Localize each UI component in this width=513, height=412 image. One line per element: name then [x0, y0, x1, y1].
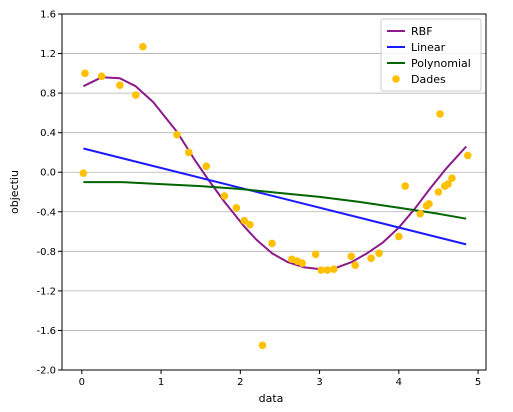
- data-point: [401, 182, 409, 190]
- legend-label: Polynomial: [411, 57, 471, 70]
- legend-label: RBF: [411, 25, 433, 38]
- y-tick-label: 0.4: [40, 128, 56, 139]
- data-point: [330, 265, 338, 273]
- legend-box: [380, 18, 482, 92]
- y-tick-label: 0.0: [40, 168, 56, 179]
- data-point: [434, 188, 443, 196]
- series-layer: [79, 42, 472, 350]
- data-point: [240, 216, 249, 225]
- legend-label: Linear: [411, 41, 446, 54]
- y-tick-label: 1.2: [40, 49, 56, 60]
- data-point: [375, 249, 383, 258]
- data-point: [298, 259, 306, 268]
- data-point: [317, 266, 325, 274]
- data-point: [131, 91, 140, 99]
- y-axis: -2.0 -1.6 -1.2 -0.8 -0.4 0.0 0.4 0.8 1.2 1.6: [36, 10, 62, 377]
- data-point: [139, 42, 147, 51]
- x-tick-label: 2: [237, 377, 243, 388]
- series-line-polynomial: [83, 181, 467, 220]
- data-point: [367, 254, 375, 263]
- plot-frame: [61, 13, 487, 371]
- data-point: [395, 232, 403, 241]
- x-tick-label: 5: [475, 377, 481, 388]
- data-point: [246, 220, 254, 229]
- data-point: [311, 250, 320, 259]
- data-point: [232, 204, 241, 212]
- data-point: [448, 174, 456, 182]
- x-axis-label: data: [259, 392, 284, 405]
- x-tick-label: 4: [396, 377, 402, 388]
- data-point: [351, 261, 360, 269]
- y-axis-label: objectiu: [8, 170, 21, 214]
- data-point: [258, 341, 267, 350]
- x-tick-label: 3: [316, 377, 322, 388]
- data-point: [97, 72, 106, 81]
- y-tick-label: 0.8: [40, 89, 56, 100]
- y-tick-label: -1.2: [36, 286, 56, 297]
- y-tick-label: -0.4: [36, 207, 56, 218]
- data-point: [463, 151, 472, 160]
- data-point: [416, 209, 425, 218]
- data-point: [444, 180, 452, 188]
- data-point: [425, 200, 433, 208]
- data-point: [202, 162, 211, 171]
- data-point: [173, 130, 181, 139]
- data-point: [185, 148, 193, 157]
- data-point: [81, 69, 89, 78]
- y-tick-label: -1.6: [36, 326, 56, 337]
- data-point: [79, 169, 88, 178]
- legend: RBF Linear Polynomial Dades: [380, 18, 482, 92]
- data-point: [116, 81, 124, 89]
- legend-label: Dades: [411, 73, 446, 86]
- data-point: [220, 192, 229, 200]
- x-axis: 0 1 2 3 4 5: [79, 370, 481, 388]
- y-tick-label: -0.8: [36, 247, 56, 258]
- series-line-rbf: [82, 76, 467, 271]
- x-tick-label: 1: [158, 377, 164, 388]
- data-point: [268, 239, 276, 248]
- data-point: [347, 252, 356, 261]
- x-tick-label: 0: [79, 377, 85, 388]
- data-point: [323, 266, 332, 274]
- series-line-linear: [83, 147, 467, 246]
- data-point: [436, 110, 444, 118]
- y-tick-label: -2.0: [36, 366, 56, 377]
- legend-swatch: [392, 75, 400, 83]
- y-tick-label: 1.6: [40, 10, 56, 21]
